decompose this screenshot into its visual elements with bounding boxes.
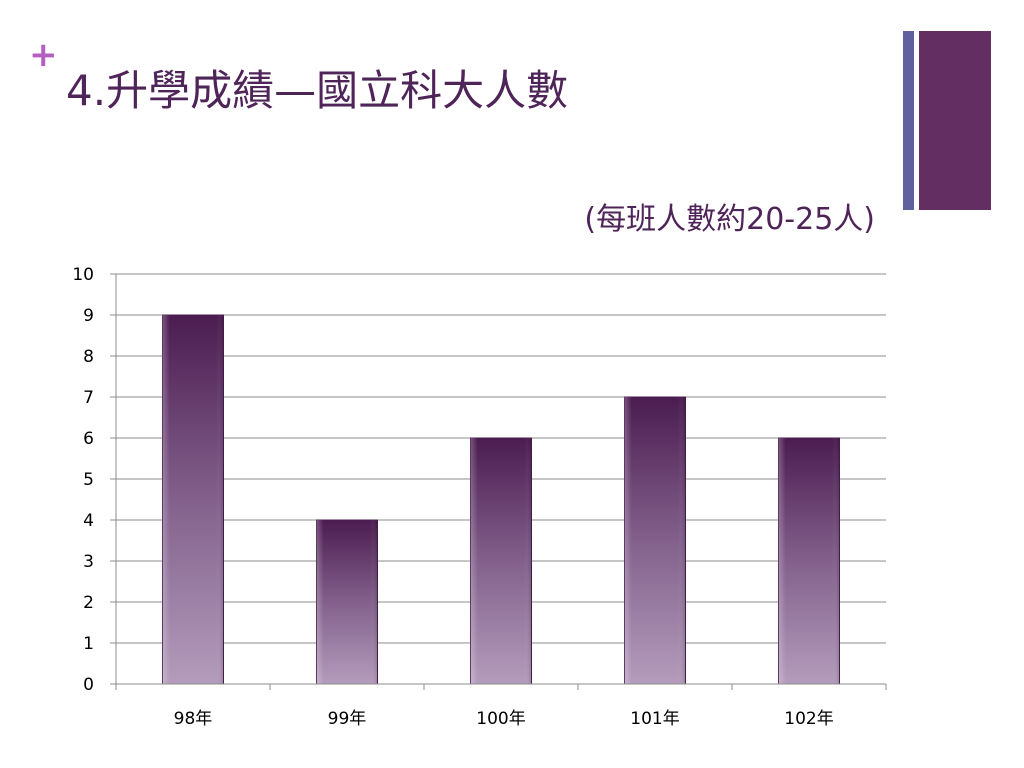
x-category-label: 100年 bbox=[476, 709, 525, 729]
bar-sheen bbox=[162, 315, 224, 684]
x-category-label: 102年 bbox=[784, 709, 833, 729]
y-tick-label: 10 bbox=[72, 265, 94, 285]
plus-icon: + bbox=[29, 35, 58, 75]
x-category-label: 99年 bbox=[328, 709, 367, 729]
y-tick-label: 5 bbox=[83, 470, 94, 490]
bar-sheen bbox=[624, 397, 686, 684]
y-tick-label: 4 bbox=[83, 511, 94, 531]
y-tick-label: 6 bbox=[83, 429, 94, 449]
bar-sheen bbox=[316, 520, 378, 684]
accent-bar-thick bbox=[919, 31, 991, 210]
slide-title: 4.升學成績—國立科大人數 bbox=[66, 66, 569, 115]
accent-bar-thin bbox=[903, 31, 914, 210]
y-tick-label: 1 bbox=[83, 634, 94, 654]
y-tick-label: 2 bbox=[83, 593, 94, 613]
y-tick-label: 9 bbox=[83, 306, 94, 326]
y-tick-label: 0 bbox=[83, 675, 94, 695]
bar-sheen bbox=[470, 438, 532, 684]
y-tick-label: 8 bbox=[83, 347, 94, 367]
bar-sheen bbox=[778, 438, 840, 684]
slide-subtitle: (每班人數約20-25人) bbox=[584, 202, 875, 237]
x-category-label: 101年 bbox=[630, 709, 679, 729]
y-tick-label: 3 bbox=[83, 552, 94, 572]
x-category-label: 98年 bbox=[174, 709, 213, 729]
y-tick-label: 7 bbox=[83, 388, 94, 408]
